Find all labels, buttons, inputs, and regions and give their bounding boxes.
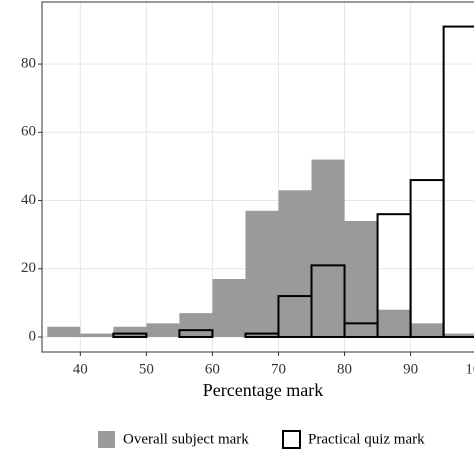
bar xyxy=(410,323,444,337)
x-tick-label: 60 xyxy=(205,361,220,377)
bars xyxy=(47,25,474,338)
bar xyxy=(442,25,474,338)
legend-label: Overall subject mark xyxy=(123,431,249,447)
y-tick-label: 60 xyxy=(21,124,36,140)
bar xyxy=(113,326,147,337)
x-tick-label: 50 xyxy=(139,361,154,377)
bar xyxy=(179,313,213,337)
bar xyxy=(344,221,378,337)
y-tick-label: 20 xyxy=(21,260,36,276)
legend-swatch xyxy=(98,431,115,448)
bar xyxy=(311,159,345,337)
bar xyxy=(212,278,246,337)
panel-border xyxy=(41,1,474,353)
legend-label: Practical quiz mark xyxy=(308,431,425,447)
legend-swatch xyxy=(282,430,301,449)
bar xyxy=(377,309,411,337)
legend: Overall subject mark Practical quiz mark xyxy=(98,430,425,449)
x-tick-label: 90 xyxy=(403,361,418,377)
x-tick-label: 40 xyxy=(73,361,88,377)
x-tick-label: 100 xyxy=(465,361,474,377)
bar xyxy=(310,264,346,338)
bar xyxy=(47,326,81,337)
x-tick-label: 70 xyxy=(271,361,286,377)
bar xyxy=(112,332,148,338)
bar xyxy=(443,333,474,337)
x-tick-label: 80 xyxy=(337,361,352,377)
axes: 0 20 40 60 80 40 50 60 70 80 90 100 xyxy=(21,56,474,378)
x-axis-title: Percentage mark xyxy=(203,380,323,400)
y-tick-label: 40 xyxy=(21,192,36,208)
bar xyxy=(80,333,114,337)
y-tick-label: 0 xyxy=(29,328,37,344)
y-tick-label: 80 xyxy=(21,56,36,72)
bar xyxy=(278,190,312,337)
bar xyxy=(245,210,279,337)
bar xyxy=(146,323,180,337)
bar xyxy=(178,329,214,338)
